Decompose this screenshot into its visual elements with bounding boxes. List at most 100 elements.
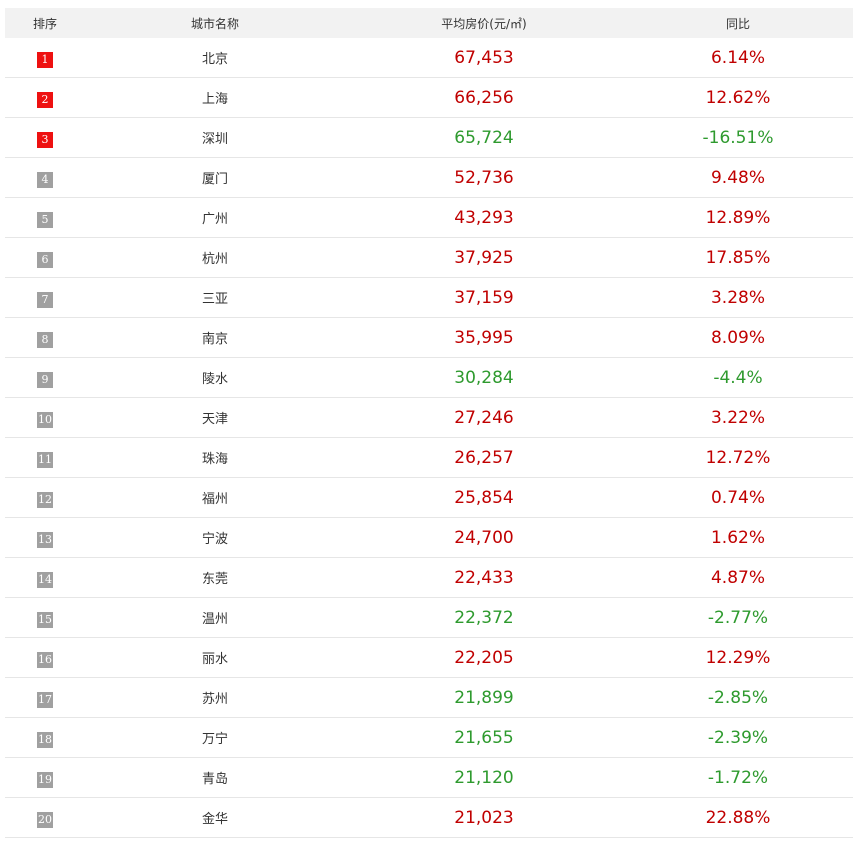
table-row: 3 深圳 65,724 -16.51% (5, 117, 853, 158)
city-name: 上海 (85, 77, 345, 118)
rank-cell: 13 (5, 517, 85, 558)
rank-cell: 2 (5, 77, 85, 118)
rank-badge: 18 (37, 731, 53, 748)
table-row: 11 珠海 26,257 12.72% (5, 437, 853, 478)
city-name: 杭州 (85, 237, 345, 278)
average-price: 43,293 (345, 197, 623, 238)
city-name: 天津 (85, 397, 345, 438)
average-price: 22,372 (345, 597, 623, 638)
average-price: 66,256 (345, 77, 623, 118)
year-on-year: -2.77% (623, 597, 853, 638)
rank-cell: 1 (5, 38, 85, 78)
rank-cell: 15 (5, 597, 85, 638)
rank-cell: 20 (5, 797, 85, 838)
rank-badge: 14 (37, 571, 53, 588)
average-price: 26,257 (345, 437, 623, 478)
average-price: 35,995 (345, 317, 623, 358)
average-price: 21,023 (345, 797, 623, 838)
city-name: 陵水 (85, 357, 345, 398)
average-price: 21,655 (345, 717, 623, 758)
rank-badge: 1 (37, 51, 53, 68)
year-on-year: 8.09% (623, 317, 853, 358)
year-on-year: 22.88% (623, 797, 853, 838)
average-price: 37,925 (345, 237, 623, 278)
header-cell: 同比 (623, 8, 853, 38)
city-name: 北京 (85, 38, 345, 78)
average-price: 22,205 (345, 637, 623, 678)
rank-badge: 20 (37, 811, 53, 828)
rank-cell: 9 (5, 357, 85, 398)
rank-cell: 12 (5, 477, 85, 518)
table-row: 10 天津 27,246 3.22% (5, 397, 853, 438)
table-row: 13 宁波 24,700 1.62% (5, 517, 853, 558)
year-on-year: 0.74% (623, 477, 853, 518)
rank-badge: 10 (37, 411, 53, 428)
average-price: 27,246 (345, 397, 623, 438)
table-row: 4 厦门 52,736 9.48% (5, 157, 853, 198)
rank-cell: 5 (5, 197, 85, 238)
rank-cell: 18 (5, 717, 85, 758)
year-on-year: 12.62% (623, 77, 853, 118)
city-name: 珠海 (85, 437, 345, 478)
rank-cell: 6 (5, 237, 85, 278)
rank-badge: 5 (37, 211, 53, 228)
rank-badge: 11 (37, 451, 53, 468)
year-on-year: -16.51% (623, 117, 853, 158)
year-on-year: -1.72% (623, 757, 853, 798)
average-price: 65,724 (345, 117, 623, 158)
rank-badge: 16 (37, 651, 53, 668)
average-price: 24,700 (345, 517, 623, 558)
rank-cell: 4 (5, 157, 85, 198)
header-cell: 排序 (5, 8, 85, 38)
year-on-year: 17.85% (623, 237, 853, 278)
city-name: 南京 (85, 317, 345, 358)
year-on-year: 1.62% (623, 517, 853, 558)
table-row: 8 南京 35,995 8.09% (5, 317, 853, 358)
table-row: 6 杭州 37,925 17.85% (5, 237, 853, 278)
year-on-year: 12.72% (623, 437, 853, 478)
table-row: 7 三亚 37,159 3.28% (5, 277, 853, 318)
rank-cell: 19 (5, 757, 85, 798)
rank-cell: 3 (5, 117, 85, 158)
rank-cell: 11 (5, 437, 85, 478)
year-on-year: -4.4% (623, 357, 853, 398)
table-row: 14 东莞 22,433 4.87% (5, 557, 853, 598)
rank-cell: 17 (5, 677, 85, 718)
rank-badge: 2 (37, 91, 53, 108)
rank-badge: 19 (37, 771, 53, 788)
table-header: 排序 城市名称 平均房价(元/㎡) 同比 (5, 8, 853, 38)
city-name: 东莞 (85, 557, 345, 598)
rank-cell: 16 (5, 637, 85, 678)
table-row: 9 陵水 30,284 -4.4% (5, 357, 853, 398)
rank-badge: 3 (37, 131, 53, 148)
rank-badge: 9 (37, 371, 53, 388)
table-row: 20 金华 21,023 22.88% (5, 797, 853, 838)
year-on-year: 3.28% (623, 277, 853, 318)
city-name: 宁波 (85, 517, 345, 558)
table-row: 18 万宁 21,655 -2.39% (5, 717, 853, 758)
city-name: 厦门 (85, 157, 345, 198)
header-cell: 平均房价(元/㎡) (345, 8, 623, 38)
rank-badge: 13 (37, 531, 53, 548)
rank-badge: 7 (37, 291, 53, 308)
rank-cell: 8 (5, 317, 85, 358)
header-cell: 城市名称 (85, 8, 345, 38)
table-row: 5 广州 43,293 12.89% (5, 197, 853, 238)
year-on-year: -2.39% (623, 717, 853, 758)
table-row: 1 北京 67,453 6.14% (5, 38, 853, 78)
rank-badge: 4 (37, 171, 53, 188)
table-row: 16 丽水 22,205 12.29% (5, 637, 853, 678)
year-on-year: 12.89% (623, 197, 853, 238)
average-price: 30,284 (345, 357, 623, 398)
table-row: 17 苏州 21,899 -2.85% (5, 677, 853, 718)
average-price: 67,453 (345, 38, 623, 78)
city-name: 苏州 (85, 677, 345, 718)
city-name: 温州 (85, 597, 345, 638)
rank-badge: 17 (37, 691, 53, 708)
city-name: 广州 (85, 197, 345, 238)
table-row: 2 上海 66,256 12.62% (5, 77, 853, 118)
city-name: 万宁 (85, 717, 345, 758)
city-name: 深圳 (85, 117, 345, 158)
city-name: 丽水 (85, 637, 345, 678)
